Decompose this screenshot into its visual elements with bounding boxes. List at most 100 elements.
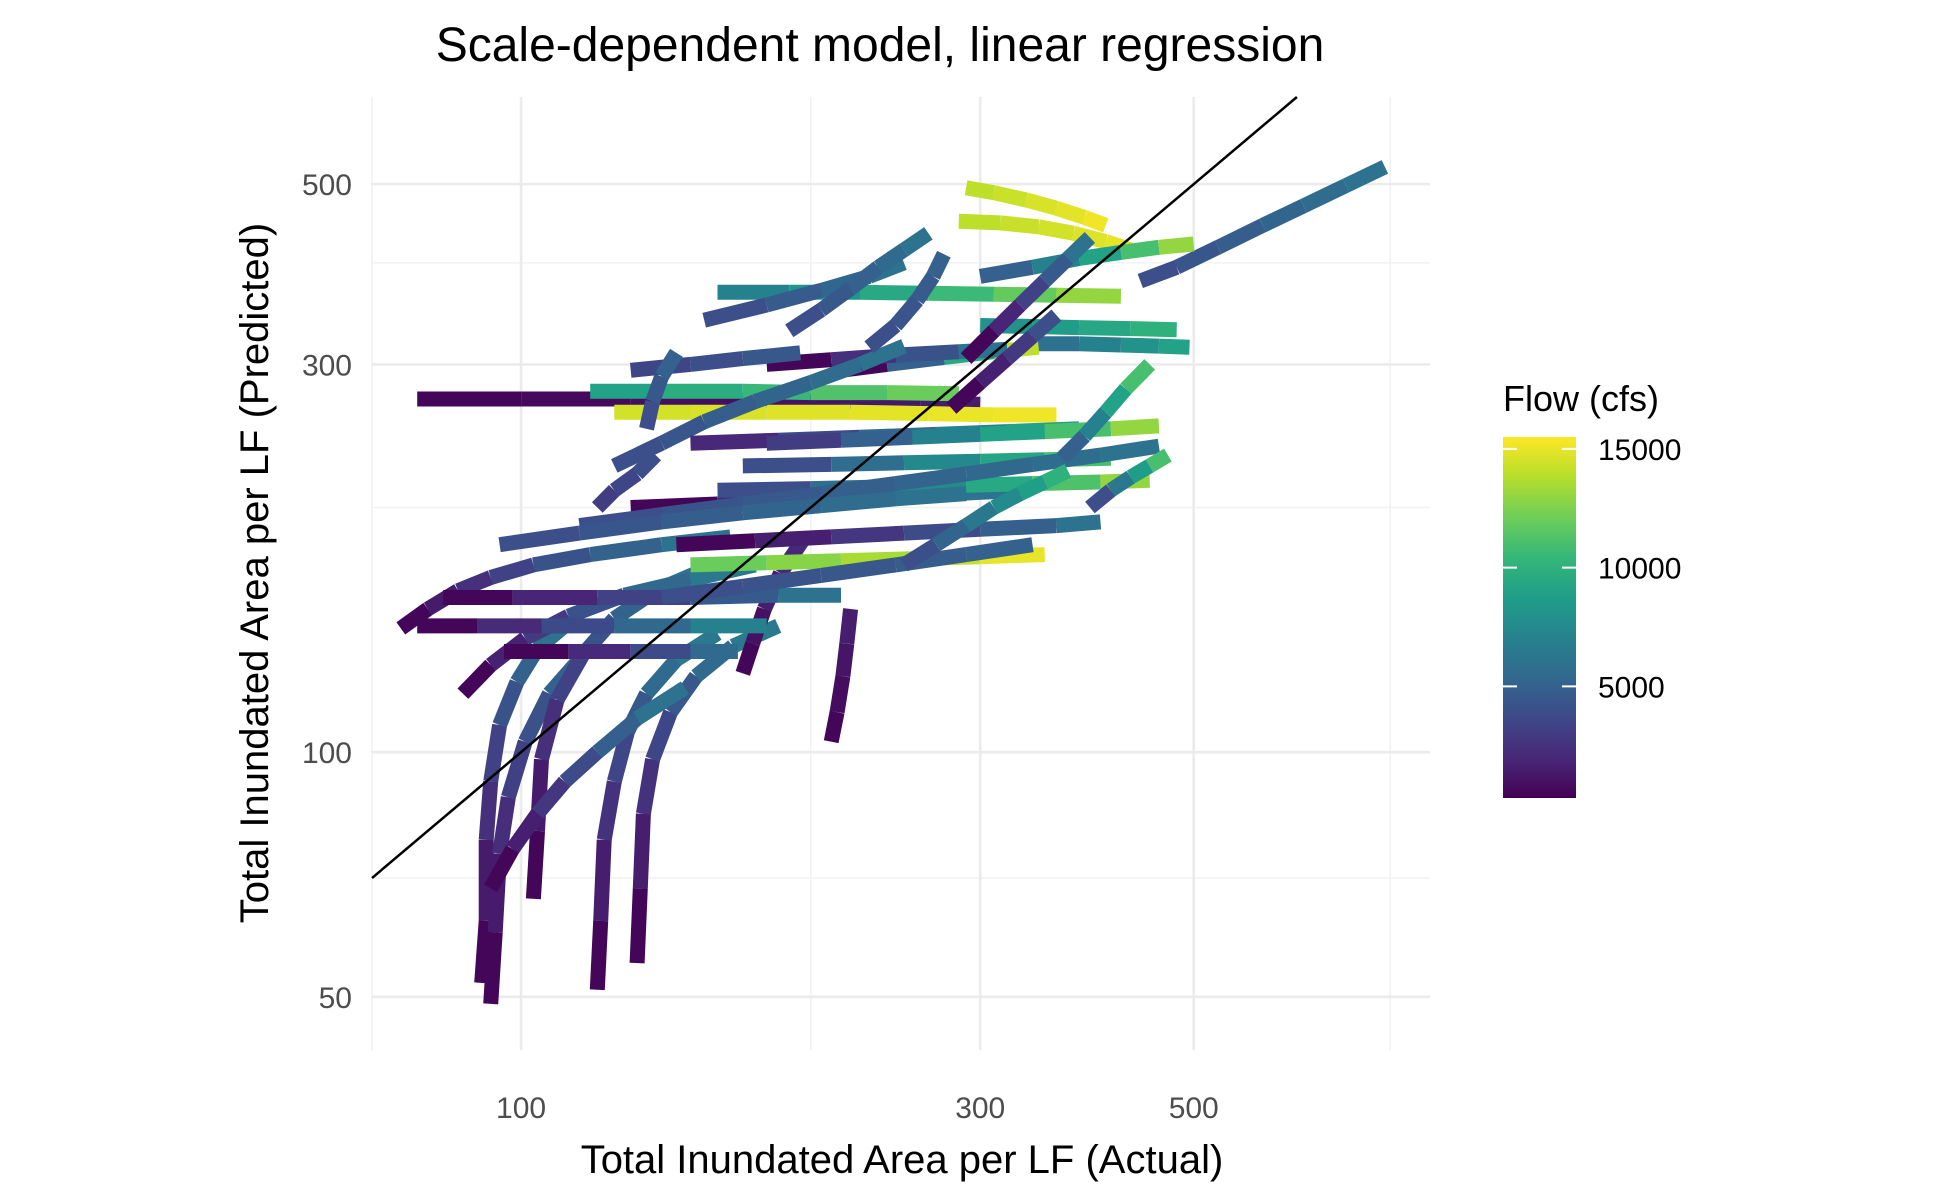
series-21-segment	[1120, 337, 1160, 354]
series-47-segment	[631, 449, 662, 480]
series-2-segment	[483, 931, 503, 1005]
series-8-segment	[839, 608, 859, 645]
y-axis-title: Total Inundated Area per LF (Predicted)	[233, 223, 277, 923]
legend-title: Flow (cfs)	[1503, 378, 1659, 419]
series-26-segment	[701, 394, 758, 429]
series-18-segment	[992, 185, 1029, 208]
series-16-segment	[928, 406, 995, 423]
series-35-segment	[820, 491, 897, 514]
series-20-segment	[1130, 321, 1177, 338]
series-6-segment	[592, 712, 642, 758]
series-44-segment	[1085, 484, 1116, 514]
series-41-segment	[960, 325, 1000, 364]
series-4-segment	[640, 654, 683, 699]
series-22-segment	[1137, 260, 1180, 289]
series-19-segment	[958, 213, 1001, 231]
series-10-segment	[396, 602, 433, 635]
series-39-segment	[899, 227, 933, 257]
series-10-segment	[532, 547, 592, 573]
series-6-segment	[484, 845, 520, 892]
series-layer	[396, 160, 1389, 1005]
series-42-segment	[946, 376, 986, 414]
series-26-segment	[611, 436, 665, 473]
series-26-segment	[857, 339, 907, 372]
series-6-segment	[531, 776, 571, 819]
series-22-segment	[1214, 218, 1267, 255]
series-36-segment	[820, 557, 897, 583]
colorbar-ticks: 15000 10000 5000	[1503, 434, 1681, 704]
series-46-segment	[645, 373, 669, 405]
series-25-segment	[766, 352, 832, 372]
series-3-segment	[550, 650, 590, 704]
series-22-segment	[1300, 178, 1350, 213]
series-42-segment	[1002, 330, 1038, 365]
series-1-segment	[492, 679, 524, 728]
series-37-segment	[840, 429, 913, 448]
series-5-segment	[629, 887, 648, 964]
series-46-segment	[655, 348, 683, 381]
series-22-segment	[1173, 240, 1222, 275]
series-44-segment	[1106, 470, 1135, 497]
series-16-segment	[850, 404, 929, 422]
series-47-segment	[591, 485, 620, 513]
series-18-segment	[964, 180, 996, 201]
series-38-segment	[764, 283, 824, 313]
series-43-segment	[1120, 359, 1156, 395]
series-19-segment	[1037, 219, 1075, 241]
series-33-segment	[690, 555, 767, 573]
series-17-segment	[928, 285, 995, 302]
series-34-segment	[741, 486, 823, 512]
series-6-segment	[506, 809, 544, 854]
y-tick-label: 500	[302, 169, 352, 202]
series-17-segment	[1056, 287, 1122, 304]
series-43-segment	[1056, 430, 1090, 464]
series-37-segment	[1110, 418, 1160, 437]
series-40-segment	[864, 319, 901, 353]
series-36-segment	[741, 567, 823, 594]
series-8-segment	[835, 642, 855, 678]
identity-reference-line	[371, 96, 1298, 879]
series-6-segment	[559, 746, 603, 788]
series-39-segment	[846, 261, 883, 295]
series-31-segment	[831, 455, 905, 472]
series-23-segment	[1077, 244, 1122, 266]
series-18-segment	[1054, 201, 1087, 225]
series-20-segment	[1078, 320, 1131, 337]
series-7-segment	[457, 659, 497, 699]
series-28-segment	[754, 529, 832, 549]
series-25-segment	[895, 344, 960, 363]
series-47-segment	[609, 467, 642, 497]
series-31-segment	[742, 456, 832, 474]
series-40-segment	[889, 295, 923, 331]
series-34-segment	[894, 466, 968, 492]
series-41-segment	[1039, 253, 1074, 287]
colorbar	[1503, 437, 1576, 798]
series-34-segment	[1099, 438, 1161, 463]
x-axis-title: Total Inundated Area per LF (Actual)	[581, 1138, 1224, 1182]
colorbar-label: 5000	[1598, 671, 1665, 704]
series-42-segment	[1027, 309, 1062, 342]
series-9-segment	[735, 641, 760, 676]
series-35-segment	[742, 498, 822, 521]
series-18-segment	[1024, 192, 1059, 216]
series-34-segment	[660, 496, 744, 523]
series-35-segment	[660, 505, 744, 530]
series-21-segment	[1158, 338, 1190, 355]
series-34-segment	[820, 476, 897, 502]
series-19-segment	[999, 215, 1040, 235]
series-28-segment	[830, 525, 905, 545]
series-4-segment	[589, 920, 609, 991]
x-tick-label: 100	[496, 1092, 546, 1125]
series-43-segment	[1078, 407, 1112, 441]
series-1-segment	[474, 920, 494, 984]
series-34-segment	[965, 456, 1034, 482]
series-39-segment	[874, 243, 909, 274]
series-28-segment	[1055, 514, 1102, 534]
series-22-segment	[1259, 199, 1307, 233]
series-18-segment	[1081, 210, 1109, 233]
series-10-segment	[589, 537, 663, 563]
series-39-segment	[816, 282, 856, 317]
series-26-segment	[658, 415, 708, 450]
series-8-segment	[829, 675, 851, 714]
series-45-segment	[1041, 463, 1072, 489]
